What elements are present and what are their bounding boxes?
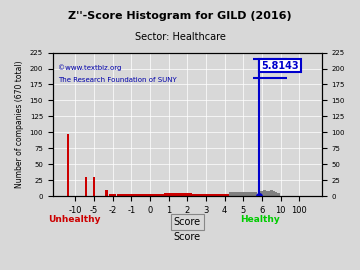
Bar [239, 192, 248, 196]
Bar [270, 190, 273, 196]
Bar [109, 194, 116, 196]
Text: ©www.textbiz.org: ©www.textbiz.org [58, 64, 122, 71]
Bar [93, 177, 95, 196]
Bar [173, 193, 183, 196]
Bar [117, 194, 127, 196]
Bar [229, 192, 239, 196]
Text: Healthy: Healthy [240, 215, 280, 224]
Bar [273, 191, 275, 196]
Bar [164, 193, 173, 196]
Bar [248, 192, 257, 196]
Bar [277, 193, 279, 196]
Bar [183, 193, 192, 196]
Bar [105, 190, 108, 196]
Bar [263, 190, 266, 196]
Bar [259, 191, 265, 196]
Bar [266, 191, 268, 196]
Bar [67, 134, 69, 196]
Text: Unhealthy: Unhealthy [48, 215, 100, 224]
Bar [192, 194, 201, 196]
Bar [211, 194, 220, 196]
Bar [85, 177, 87, 196]
Text: Score: Score [174, 217, 201, 227]
Bar [220, 194, 229, 196]
Text: The Research Foundation of SUNY: The Research Foundation of SUNY [58, 77, 177, 83]
Text: Z''-Score Histogram for GILD (2016): Z''-Score Histogram for GILD (2016) [68, 11, 292, 21]
Bar [275, 192, 277, 196]
X-axis label: Score: Score [174, 231, 201, 241]
Bar [145, 194, 154, 196]
Y-axis label: Number of companies (670 total): Number of companies (670 total) [15, 60, 24, 188]
Bar [136, 194, 145, 196]
Bar [154, 194, 164, 196]
Text: Sector: Healthcare: Sector: Healthcare [135, 32, 225, 42]
Text: 5.8143: 5.8143 [261, 60, 299, 70]
Bar [268, 191, 270, 196]
Bar [127, 194, 136, 196]
Bar [201, 194, 211, 196]
